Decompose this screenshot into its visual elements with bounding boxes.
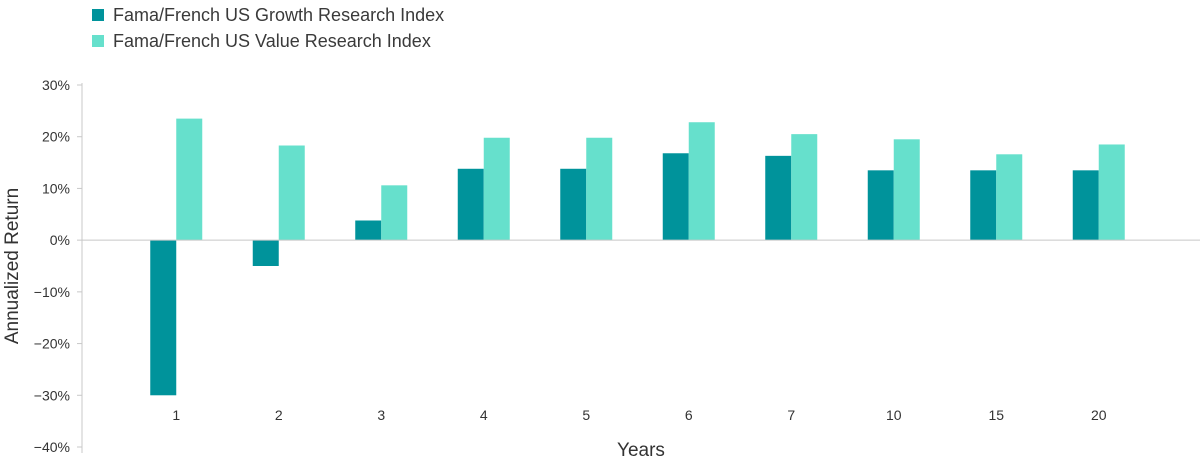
legend-item-value: Fama/French US Value Research Index bbox=[92, 28, 444, 54]
bar-value-6 bbox=[688, 122, 715, 241]
y-tick-label: 20% bbox=[42, 129, 70, 145]
legend-label-value: Fama/French US Value Research Index bbox=[113, 30, 431, 51]
x-tick-label: 20 bbox=[1091, 407, 1107, 423]
y-tick-label: −20% bbox=[34, 336, 70, 352]
bar-value-5 bbox=[586, 137, 613, 241]
x-axis-labels: 1 2 3 4 5 6 7 10 15 20 bbox=[172, 407, 1106, 423]
bar-growth-5 bbox=[560, 168, 587, 241]
bar-growth-10 bbox=[867, 170, 894, 241]
bar-value-1 bbox=[176, 118, 203, 241]
x-axis-title: Years bbox=[617, 440, 665, 460]
x-tick-label: 15 bbox=[988, 407, 1004, 423]
y-axis-title: Annualized Return bbox=[2, 188, 23, 344]
y-axis: 30% 20% 10% 0% −10% −20% −30% −40% bbox=[34, 77, 83, 455]
y-tick-label: 10% bbox=[42, 180, 70, 196]
bars bbox=[150, 118, 1125, 396]
bar-growth-1 bbox=[150, 240, 177, 396]
bar-value-10 bbox=[893, 139, 920, 241]
bar-value-20 bbox=[1098, 144, 1125, 241]
legend-swatch-growth bbox=[92, 9, 104, 21]
x-tick-label: 5 bbox=[582, 407, 590, 423]
x-tick-label: 10 bbox=[886, 407, 902, 423]
x-tick-label: 4 bbox=[480, 407, 488, 423]
legend: Fama/French US Growth Research Index Fam… bbox=[92, 2, 444, 54]
bar-value-4 bbox=[483, 137, 510, 241]
legend-label-growth: Fama/French US Growth Research Index bbox=[113, 4, 445, 25]
x-tick-label: 2 bbox=[275, 407, 283, 423]
legend-swatch-value bbox=[92, 35, 104, 47]
bar-value-2 bbox=[278, 145, 305, 241]
bar-growth-15 bbox=[970, 170, 997, 241]
y-tick-label: −30% bbox=[34, 387, 70, 403]
bar-growth-2 bbox=[252, 240, 279, 266]
bar-value-7 bbox=[791, 134, 818, 241]
x-tick-label: 3 bbox=[377, 407, 385, 423]
bar-value-15 bbox=[996, 154, 1023, 241]
y-tick-label: 0% bbox=[50, 232, 70, 248]
bar-growth-7 bbox=[765, 155, 792, 241]
x-tick-label: 1 bbox=[172, 407, 180, 423]
x-tick-label: 7 bbox=[787, 407, 795, 423]
bar-growth-20 bbox=[1072, 170, 1099, 241]
y-tick-label: −40% bbox=[34, 439, 70, 455]
legend-item-growth: Fama/French US Growth Research Index bbox=[92, 2, 444, 28]
y-tick-label: 30% bbox=[42, 77, 70, 93]
bar-value-3 bbox=[381, 185, 408, 241]
bar-growth-6 bbox=[662, 153, 689, 241]
bar-growth-3 bbox=[355, 220, 382, 241]
x-tick-label: 6 bbox=[685, 407, 693, 423]
bar-growth-4 bbox=[457, 168, 484, 241]
y-tick-label: −10% bbox=[34, 284, 70, 300]
